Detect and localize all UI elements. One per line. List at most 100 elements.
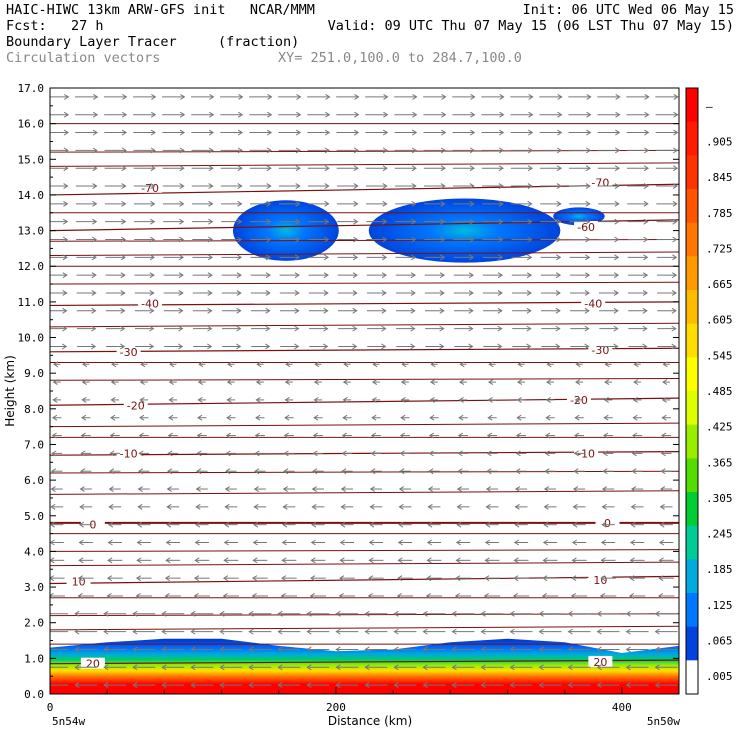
colorbar-label: .125 — [706, 599, 733, 612]
circulation-vector — [632, 396, 642, 403]
circulation-vector — [569, 200, 591, 207]
circulation-vector — [108, 503, 122, 510]
circulation-vector — [105, 307, 126, 314]
circulation-vector — [338, 593, 356, 599]
circulation-vector — [654, 664, 678, 671]
circulation-vector — [372, 361, 380, 368]
circulation-vector — [659, 521, 673, 528]
circulation-vector — [395, 200, 417, 207]
circulation-vector — [105, 218, 127, 225]
circulation-vector — [367, 325, 387, 332]
circulation-vector — [103, 646, 127, 653]
circulation-vector — [602, 468, 614, 475]
circulation-vector — [655, 129, 679, 136]
circulation-vector — [364, 610, 388, 617]
circulation-vector — [339, 575, 355, 582]
circulation-vector — [340, 486, 353, 492]
circulation-vector — [452, 93, 476, 100]
circulation-vector — [222, 575, 239, 582]
circulation-vector — [77, 343, 97, 350]
circulation-vector — [277, 628, 301, 635]
circulation-vector — [603, 414, 613, 421]
circulation-vector — [657, 593, 675, 599]
circulation-vector — [220, 200, 243, 207]
circulation-vector — [598, 236, 620, 243]
circulation-vector — [254, 468, 266, 475]
circulation-vector — [106, 593, 123, 599]
circulation-vector — [457, 468, 469, 475]
circulation-vector — [482, 183, 504, 189]
circulation-vector — [105, 254, 126, 261]
circulation-vector — [517, 361, 525, 368]
circulation-vector — [191, 93, 215, 100]
circulation-vector — [542, 575, 558, 582]
circulation-vector — [135, 593, 152, 599]
circulation-vector — [310, 575, 326, 582]
circulation-vector — [399, 468, 411, 475]
circulation-vector — [568, 165, 592, 172]
circulation-vector — [399, 432, 410, 439]
circulation-vector — [139, 396, 149, 403]
circulation-vector — [308, 200, 330, 207]
circulation-vector — [340, 503, 354, 510]
field-units: (fraction) — [218, 34, 300, 50]
circulation-vector — [366, 290, 387, 296]
circulation-vector — [628, 307, 648, 314]
circulation-vector — [306, 646, 330, 653]
circulation-vector — [252, 539, 267, 546]
circulation-vector — [545, 414, 555, 421]
circulation-vector — [250, 218, 272, 225]
circulation-vector — [191, 200, 214, 207]
circulation-vector — [365, 129, 389, 136]
circulation-vector — [626, 129, 650, 136]
circulation-vector — [657, 307, 677, 314]
x-tick-label: 0 — [47, 701, 54, 714]
circulation-vector — [192, 290, 213, 296]
circulation-vector — [509, 628, 533, 635]
circulation-vector — [338, 325, 358, 332]
contour-label-bg — [574, 447, 599, 459]
circulation-vector — [539, 93, 563, 100]
circulation-vector — [425, 593, 443, 599]
circulation-vector — [484, 539, 500, 546]
circulation-vector — [455, 575, 471, 582]
circulation-vector — [104, 147, 127, 154]
circulation-vector — [511, 218, 533, 225]
circulation-vector — [311, 486, 324, 492]
circulation-vector — [395, 290, 416, 296]
circulation-vector — [575, 379, 584, 386]
y-tick-label: 7.0 — [24, 438, 44, 451]
circulation-vector — [632, 432, 643, 439]
circulation-vector — [255, 379, 264, 386]
circulation-vector — [658, 539, 674, 546]
circulation-vector — [395, 236, 417, 243]
circulation-vector — [74, 628, 98, 635]
temperature-contour-30 — [50, 347, 679, 353]
circulation-vector — [254, 450, 266, 457]
circulation-vector — [393, 664, 417, 671]
circulation-vector — [510, 111, 534, 118]
circulation-vector — [480, 628, 504, 635]
circulation-vector — [78, 557, 94, 564]
colorbar-label: .005 — [706, 670, 733, 683]
circulation-vector — [256, 361, 264, 368]
circulation-vector — [248, 628, 272, 635]
circulation-vector — [656, 236, 678, 243]
circulation-vector — [629, 539, 645, 546]
circulation-vector — [395, 272, 417, 279]
circulation-vector — [538, 610, 562, 617]
circulation-vector — [485, 486, 499, 492]
circulation-vector — [104, 129, 128, 136]
circulation-vector — [82, 361, 90, 368]
circulation-vector — [628, 343, 648, 350]
circulation-vector — [451, 682, 475, 689]
circulation-vector — [74, 610, 98, 617]
circulation-vector — [50, 628, 69, 635]
circulation-vector — [626, 165, 650, 172]
circulation-vector — [104, 200, 127, 207]
circulation-vector — [190, 664, 214, 671]
circulation-vector — [225, 468, 237, 475]
circulation-vector — [393, 610, 417, 617]
circulation-vector — [134, 307, 155, 314]
circulation-vector — [307, 183, 330, 189]
